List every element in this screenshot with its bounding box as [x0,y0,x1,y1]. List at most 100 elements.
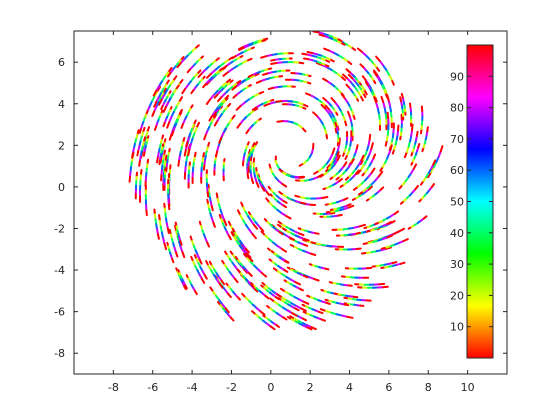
streamline [209,286,230,314]
streamline [371,261,398,268]
streamline-segment [294,307,300,312]
streamline [427,145,444,179]
streamline [269,297,298,317]
streamline-segment [317,173,324,178]
streamline-segment [245,129,250,135]
x-tick-label: 4 [346,381,353,394]
streamline-segment [310,326,317,331]
streamline [138,110,149,134]
streamline [231,227,250,254]
streamline [315,62,346,81]
streamline-segment [324,267,330,271]
y-tick-label: 2 [58,139,65,152]
streamline [318,33,346,46]
streamline-segment [142,151,146,157]
streamline-segment [163,242,167,251]
streamline-segment [306,326,313,331]
streamline-segment [136,149,140,157]
streamline-segment [312,31,320,34]
streamline-segment [282,199,288,204]
streamline-segment [355,231,361,235]
streamline-segment [415,130,419,137]
streamline [276,120,307,133]
streamline-segment [184,284,188,290]
streamline-segment [391,261,398,265]
streamline [180,104,194,129]
streamline [247,211,265,232]
y-tick-label: -8 [54,347,65,360]
streamline [420,105,424,135]
streamline [283,279,304,292]
streamline-segment [160,105,164,111]
streamline-segment [250,177,255,184]
streamline-segment [223,219,228,227]
streamline-segment [244,252,251,259]
streamline-segment [375,55,381,62]
streamline-segment [402,238,409,242]
streamline [342,73,364,102]
streamline-segment [343,161,348,167]
streamline [208,260,226,286]
streamline-segment [227,292,232,298]
streamline [361,246,392,255]
streamline-segment [186,68,192,74]
streamline-segment [180,123,184,129]
streamline-segment [218,282,224,289]
streamline [185,119,197,148]
streamline-segment [203,134,207,141]
streamline-segment [430,183,435,189]
streamline-segment [373,71,378,77]
streamline [345,83,360,102]
y-tick-label: -6 [54,306,65,319]
streamline-segment [373,96,378,104]
streamline-segment [203,273,208,280]
streamline-segment [303,57,310,61]
streamline [302,310,326,322]
x-axis: -8 -6 -4 -2 0 2 4 6 8 10 [108,31,475,394]
colorbar-tick-label: 20 [450,289,464,302]
streamline [234,256,253,277]
y-tick-label: -4 [54,264,65,277]
streamline [241,292,266,316]
streamline [270,250,290,264]
streamline [342,130,349,157]
streamline [303,57,330,68]
streamline [255,167,266,192]
streamline-segment [334,121,338,128]
streamline-segment [372,153,377,160]
streamline [324,298,350,307]
streamline [144,184,148,217]
streamline [308,263,330,271]
streamline-segment [224,307,230,314]
streamline [347,110,354,142]
streamline [319,308,354,319]
streamline-segment [342,197,349,201]
streamline [339,169,360,188]
streamline-segment [303,274,309,279]
streamline-segment [399,261,406,265]
colorbar-ticks: 10 20 30 40 50 60 70 80 90 [450,70,493,334]
streamline-segment [282,204,288,209]
streamline [232,84,252,99]
streamline [410,130,419,157]
streamline [352,167,376,191]
streamline [242,141,250,167]
streamline [418,183,435,203]
plot-frame [73,30,508,375]
streamline [260,52,294,59]
streamline [231,73,260,91]
streamline-segment [270,58,276,62]
streamline [356,142,374,175]
streamline [144,158,150,188]
streamline-segment [185,141,189,148]
colorbar-tick-label: 80 [450,102,464,115]
streamline-segment [255,181,260,188]
x-tick-label: 8 [425,381,432,394]
streamline [230,231,251,259]
streamline-segment [325,301,331,305]
streamline [286,266,309,279]
streamline [251,99,275,111]
streamline-segment [347,73,354,80]
streamline-segment [392,230,400,235]
streamline-segment [379,186,385,191]
